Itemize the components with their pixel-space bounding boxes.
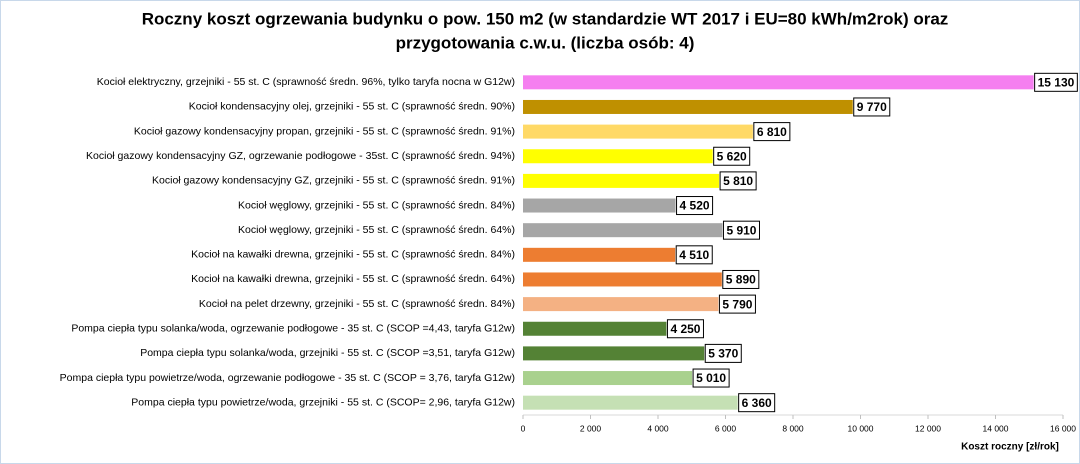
chart-title: przygotowania c.w.u. (liczba osób: 4) <box>396 33 695 52</box>
value-label: 4 520 <box>680 199 710 213</box>
value-label: 5 910 <box>726 223 756 237</box>
y-tick-label: Pompa ciepła typu powietrze/woda, ogrzew… <box>60 372 515 384</box>
y-tick-label: Kocioł węglowy, grzejniki - 55 st. C (sp… <box>238 224 515 236</box>
value-label: 9 770 <box>857 100 887 114</box>
bar <box>523 75 1034 90</box>
x-tick-label: 16 000 <box>1050 423 1076 433</box>
value-label-box <box>722 269 760 289</box>
value-label: 15 130 <box>1038 75 1075 89</box>
x-tick-label: 2 000 <box>580 423 602 433</box>
y-tick-label: Kocioł gazowy kondensacyjny GZ, grzejnik… <box>152 175 515 187</box>
y-tick-label: Pompa ciepła typu solanka/woda, grzejnik… <box>140 347 515 359</box>
value-label: 4 250 <box>670 322 700 336</box>
y-tick-label: Kocioł na pelet drzewny, grzejniki - 55 … <box>199 298 515 310</box>
value-label: 6 360 <box>742 396 772 410</box>
x-tick-label: 6 000 <box>715 423 737 433</box>
bar <box>523 198 676 213</box>
value-label-box <box>666 319 704 339</box>
y-tick-label: Pompa ciepła typu powietrze/woda, grzejn… <box>131 396 515 408</box>
value-label-box <box>676 196 714 216</box>
bar <box>523 173 720 188</box>
y-tick-label: Kocioł na kawałki drewna, grzejniki - 55… <box>191 249 515 261</box>
value-label: 5 620 <box>717 149 747 163</box>
bar <box>523 321 667 336</box>
value-label-box <box>1034 72 1078 92</box>
value-label-box <box>692 368 730 388</box>
value-label: 4 510 <box>679 248 709 262</box>
chart-title: Roczny koszt ogrzewania budynku o pow. 1… <box>142 9 949 28</box>
value-label: 6 810 <box>757 125 787 139</box>
value-label-box <box>675 245 713 265</box>
bar <box>523 247 676 262</box>
value-label: 5 790 <box>722 297 752 311</box>
bar <box>523 272 722 287</box>
value-label-box <box>722 220 760 240</box>
bar <box>523 223 723 238</box>
value-label-box <box>853 97 891 117</box>
x-tick-label: 0 <box>521 423 526 433</box>
value-label-box <box>719 171 757 191</box>
value-label-box <box>704 343 742 363</box>
y-tick-label: Kocioł elektryczny, grzejniki - 55 st. C… <box>97 76 515 88</box>
bar <box>523 371 693 386</box>
value-label: 5 370 <box>708 347 738 361</box>
x-tick-label: 12 000 <box>915 423 941 433</box>
value-label-box <box>718 294 756 314</box>
x-tick-label: 10 000 <box>848 423 874 433</box>
bar <box>523 149 713 164</box>
y-tick-label: Kocioł gazowy kondensacyjny propan, grze… <box>134 125 515 137</box>
y-tick-label: Pompa ciepła typu solanka/woda, ogrzewan… <box>71 323 515 335</box>
bar <box>523 395 738 410</box>
bar <box>523 124 753 139</box>
value-label-box <box>753 122 791 142</box>
y-tick-label: Kocioł na kawałki drewna, grzejniki - 55… <box>191 273 515 285</box>
value-label: 5 810 <box>723 174 753 188</box>
y-tick-label: Kocioł kondensacyjny olej, grzejniki - 5… <box>189 101 515 113</box>
bar <box>523 99 853 114</box>
x-tick-label: 14 000 <box>983 423 1009 433</box>
x-tick-label: 8 000 <box>782 423 804 433</box>
bar <box>523 297 719 312</box>
x-axis-label: Koszt roczny [zł/rok] <box>961 442 1059 453</box>
bar <box>523 346 705 361</box>
value-label-box <box>738 393 776 413</box>
y-tick-label: Kocioł węglowy, grzejniki - 55 st. C (sp… <box>238 199 515 211</box>
value-label-box <box>713 146 751 166</box>
y-tick-label: Kocioł gazowy kondensacyjny GZ, ogrzewan… <box>86 150 515 162</box>
value-label: 5 890 <box>726 273 756 287</box>
value-label: 5 010 <box>696 371 726 385</box>
x-tick-label: 4 000 <box>647 423 669 433</box>
